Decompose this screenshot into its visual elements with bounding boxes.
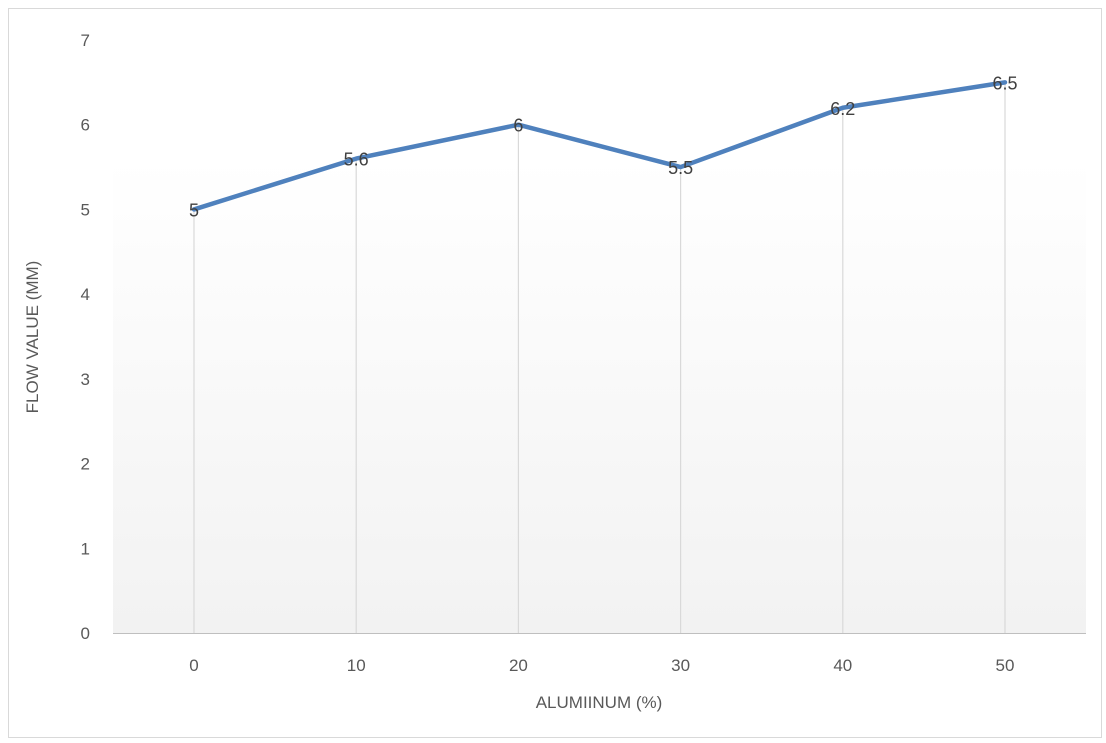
y-tick-label: 5	[81, 200, 90, 219]
x-tick-label: 40	[833, 656, 852, 675]
data-label: 6	[513, 116, 523, 136]
x-tick-label: 20	[509, 656, 528, 675]
x-tick-label: 50	[996, 656, 1015, 675]
data-labels: 5 5.6 6 5.5 6.2 6.5	[189, 73, 1018, 220]
x-axis-title: ALUMIINUM (%)	[536, 693, 663, 712]
series-line	[191, 80, 1008, 212]
plot-area	[113, 40, 1086, 633]
x-tick-label: 30	[671, 656, 690, 675]
drop-lines	[193, 82, 1006, 633]
y-tick-label: 3	[81, 370, 90, 389]
y-tick-label: 6	[81, 116, 90, 135]
data-label: 5	[189, 200, 199, 220]
y-tick-label: 2	[81, 455, 90, 474]
data-label: 5.6	[344, 150, 369, 170]
y-axis-title: FLOW VALUE (MM)	[23, 261, 42, 414]
y-axis-tick-labels: 0 1 2 3 4 5 6 7	[81, 31, 90, 643]
y-tick-label: 0	[81, 624, 90, 643]
y-tick-label: 4	[81, 285, 90, 304]
x-tick-label: 0	[189, 656, 198, 675]
x-axis-tick-labels: 0 10 20 30 40 50	[189, 656, 1014, 675]
x-tick-label: 10	[347, 656, 366, 675]
y-tick-label: 7	[81, 31, 90, 50]
data-label: 6.2	[830, 99, 855, 119]
data-label: 5.5	[668, 158, 693, 178]
data-label: 6.5	[992, 73, 1017, 93]
y-tick-label: 1	[81, 539, 90, 558]
